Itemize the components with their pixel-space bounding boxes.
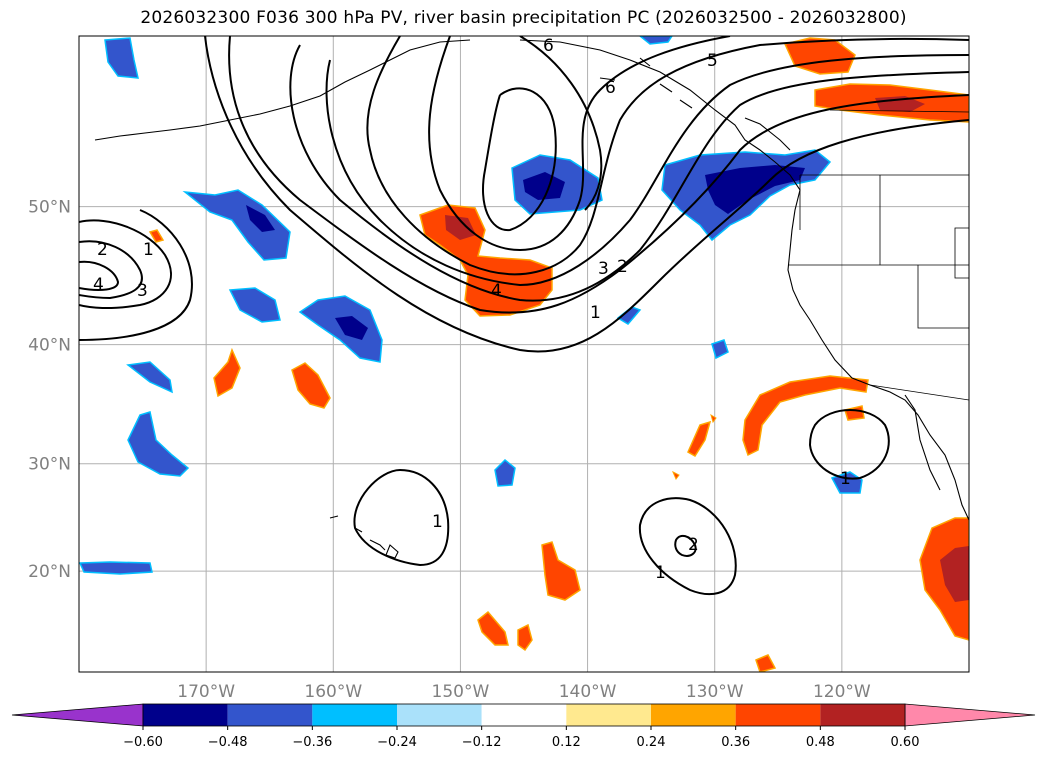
negative-anomaly-region — [127, 411, 190, 477]
colorbar-tick-label: 0.12 — [552, 735, 581, 750]
colorbar-bin — [143, 704, 228, 726]
negative-core — [246, 205, 275, 232]
contour-label: 6 — [543, 36, 554, 56]
contour-label: 2 — [617, 257, 628, 277]
lat-tick-label: 30°N — [28, 455, 71, 475]
negative-core — [335, 316, 368, 340]
negative-core — [705, 165, 805, 214]
positive-anomaly-region — [687, 420, 712, 458]
map-title: 2026032300 F036 300 hPa PV, river basin … — [140, 8, 907, 28]
colorbar-tick-label: 0.36 — [721, 735, 750, 750]
positive-anomaly-region — [672, 470, 680, 480]
contour-label: 1 — [590, 303, 601, 323]
lon-tick-label: 130°W — [686, 682, 744, 702]
negative-anomaly-region — [182, 189, 291, 261]
negative-anomaly-region — [638, 36, 673, 45]
negative-anomaly-region — [711, 339, 729, 360]
colorbar-tick-label: 0.24 — [637, 735, 666, 750]
precip-shading — [79, 36, 969, 672]
positive-core — [940, 546, 969, 602]
colorbar-extend-low — [11, 703, 144, 727]
colorbar-bin — [820, 704, 905, 726]
colorbar: −0.60 −0.48 −0.36 −0.24 −0.12 0.12 0.24 0.36 0.4… — [11, 703, 1036, 750]
contour-label: 1 — [655, 563, 666, 583]
positive-anomaly-region — [517, 623, 533, 652]
negative-anomaly-region — [126, 361, 173, 394]
colorbar-tick-label: −0.12 — [462, 735, 502, 750]
lon-tick-label: 150°W — [432, 682, 490, 702]
contour-label: 5 — [707, 51, 718, 71]
lon-tick-label: 140°W — [559, 682, 617, 702]
positive-anomaly-region — [291, 362, 331, 409]
contour-labels: 6 6 5 4 3 2 1 2 1 4 3 1 1 2 1 — [93, 36, 851, 583]
negative-anomaly-region — [79, 561, 153, 575]
colorbar-bin — [312, 704, 397, 726]
contour-label: 2 — [688, 535, 699, 555]
positive-anomaly-region — [213, 347, 241, 398]
colorbar-bin — [566, 704, 651, 726]
colorbar-tick-label: 0.60 — [891, 735, 920, 750]
colorbar-bin — [735, 704, 821, 726]
colorbar-tick-label: −0.24 — [377, 735, 417, 750]
colorbar-bin — [227, 704, 313, 726]
contour-label: 4 — [93, 275, 104, 295]
negative-anomaly-region — [494, 458, 516, 487]
positive-anomaly-region — [755, 654, 777, 672]
lon-tick-label: 170°W — [177, 682, 235, 702]
contour-label: 3 — [598, 259, 609, 279]
lon-tick-label: 160°W — [304, 682, 362, 702]
coastlines — [94, 39, 969, 559]
positive-core — [445, 215, 476, 240]
contour-label: 1 — [432, 512, 443, 532]
lat-tick-label: 40°N — [28, 336, 71, 356]
positive-anomaly-region — [148, 229, 165, 243]
colorbar-tick-label: −0.60 — [123, 735, 163, 750]
longitude-labels: 170°W 160°W 150°W 140°W 130°W 120°W — [177, 682, 871, 702]
positive-anomaly-region — [541, 541, 581, 601]
contour-label: 2 — [97, 240, 108, 260]
colorbar-bin — [397, 704, 482, 726]
negative-anomaly-region — [228, 287, 281, 323]
lat-tick-label: 50°N — [28, 198, 71, 218]
map-panel — [79, 36, 969, 672]
contour-label: 4 — [491, 281, 502, 301]
lon-tick-label: 120°W — [813, 682, 871, 702]
negative-anomaly-region — [104, 37, 139, 79]
colorbar-tick-label: −0.48 — [208, 735, 248, 750]
positive-anomaly-region — [477, 610, 509, 646]
colorbar-tick-label: −0.36 — [292, 735, 332, 750]
lat-tick-label: 20°N — [28, 562, 71, 582]
latitude-labels: 20°N 30°N 40°N 50°N — [28, 198, 71, 583]
contour-label: 1 — [840, 469, 851, 489]
negative-anomaly-region — [298, 295, 383, 363]
colorbar-frame — [142, 703, 906, 727]
political-borders — [788, 109, 969, 401]
map-frame — [78, 35, 970, 673]
colorbar-extend-high — [904, 703, 1036, 727]
positive-anomaly-region — [710, 413, 717, 424]
contour-label: 1 — [143, 240, 154, 260]
pv-contours — [79, 36, 969, 596]
colorbar-bin — [651, 704, 736, 726]
contour-label: 6 — [605, 78, 616, 98]
negative-core — [523, 172, 565, 200]
colorbar-bin — [481, 704, 567, 726]
colorbar-tick-label: 0.48 — [806, 735, 835, 750]
contour-label: 3 — [137, 281, 148, 301]
positive-anomaly-region — [742, 375, 869, 457]
